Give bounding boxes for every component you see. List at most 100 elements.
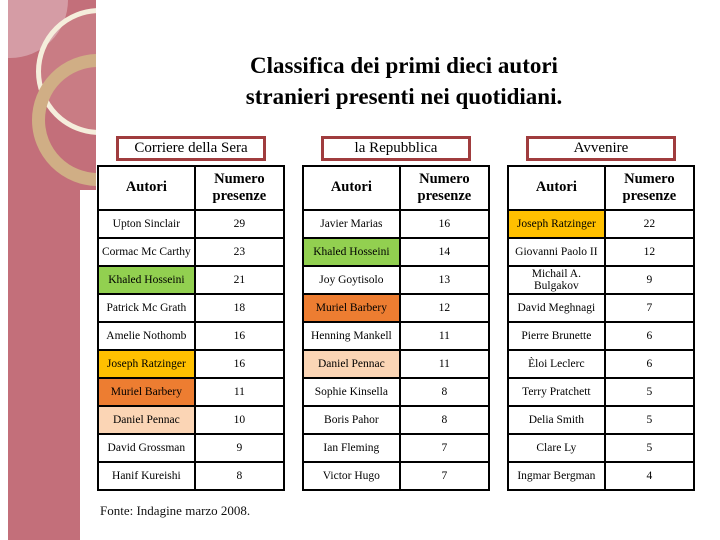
presenze-cell: 10	[193, 405, 286, 435]
author-cell: Joseph Ratzinger	[507, 209, 606, 239]
table-row: Pierre Brunette 6	[507, 321, 696, 351]
author-cell: Victor Hugo	[302, 461, 401, 491]
presenze-cell: 4	[603, 461, 696, 491]
author-cell: Clare Ly	[507, 433, 606, 463]
presenze-cell: 11	[398, 349, 491, 379]
presenze-cell: 6	[603, 349, 696, 379]
author-cell: Upton Sinclair	[97, 209, 196, 239]
author-cell: Michail A. Bulgakov	[507, 265, 606, 295]
presenze-cell: 14	[398, 237, 491, 267]
slide-title: Classifica dei primi dieci autori strani…	[96, 50, 712, 112]
author-cell: Terry Pratchett	[507, 377, 606, 407]
author-cell: Amelie Nothomb	[97, 321, 196, 351]
presenze-cell: 29	[193, 209, 286, 239]
table-row: Ingmar Bergman 4	[507, 461, 696, 491]
table-row: Daniel Pennac 10	[97, 405, 286, 435]
newspaper-label-corriere: Corriere della Sera	[116, 136, 266, 161]
table-row: Delia Smith 5	[507, 405, 696, 435]
presenze-cell: 9	[193, 433, 286, 463]
author-cell: Muriel Barbery	[302, 293, 401, 323]
author-cell: Sophie Kinsella	[302, 377, 401, 407]
presenze-column-header: Numero presenze	[193, 165, 286, 211]
author-cell: Èloi Leclerc	[507, 349, 606, 379]
table-row: Giovanni Paolo II 12	[507, 237, 696, 267]
presenze-cell: 23	[193, 237, 286, 267]
presenze-cell: 11	[193, 377, 286, 407]
authors-column-header: Autori	[507, 165, 606, 211]
author-cell: Khaled Hosseini	[97, 265, 196, 295]
table-row: Sophie Kinsella 8	[302, 377, 491, 407]
table-row: Amelie Nothomb 16	[97, 321, 286, 351]
table-row: Khaled Hosseini 14	[302, 237, 491, 267]
author-cell: Boris Pahor	[302, 405, 401, 435]
slide-title-line2: stranieri presenti nei quotidiani.	[245, 84, 563, 110]
table-row: Clare Ly 5	[507, 433, 696, 463]
table-group-avvenire: Avvenire Autori Numero presenze Joseph R…	[507, 136, 696, 491]
ranking-table-repubblica: Autori Numero presenze Javier Marias 16 K…	[302, 165, 491, 491]
author-cell: Joseph Ratzinger	[97, 349, 196, 379]
table-row: Ian Fleming 7	[302, 433, 491, 463]
table-header-row: Autori Numero presenze	[97, 165, 286, 211]
table-row: David Meghnagi 7	[507, 293, 696, 323]
author-cell: Daniel Pennac	[302, 349, 401, 379]
presenze-cell: 8	[398, 377, 491, 407]
table-group-corriere: Corriere della Sera Autori Numero presen…	[97, 136, 286, 491]
table-row: David Grossman 9	[97, 433, 286, 463]
author-cell: Cormac Mc Carthy	[97, 237, 196, 267]
table-row: Èloi Leclerc 6	[507, 349, 696, 379]
author-cell: Pierre Brunette	[507, 321, 606, 351]
table-row: Upton Sinclair 29	[97, 209, 286, 239]
presenze-column-header: Numero presenze	[398, 165, 491, 211]
presenze-cell: 21	[193, 265, 286, 295]
sidebar-decoration-block	[8, 0, 96, 190]
table-row: Boris Pahor 8	[302, 405, 491, 435]
table-row: Daniel Pennac 11	[302, 349, 491, 379]
author-cell: Joy Goytisolo	[302, 265, 401, 295]
newspaper-label-avvenire: Avvenire	[526, 136, 676, 161]
presenze-cell: 9	[603, 265, 696, 295]
table-row: Hanif Kureishi 8	[97, 461, 286, 491]
author-cell: Khaled Hosseini	[302, 237, 401, 267]
table-row: Michail A. Bulgakov 9	[507, 265, 696, 295]
author-cell: Muriel Barbery	[97, 377, 196, 407]
table-row: Cormac Mc Carthy 23	[97, 237, 286, 267]
table-row: Joseph Ratzinger 22	[507, 209, 696, 239]
slide-title-line1: Classifica dei primi dieci autori	[250, 53, 558, 78]
table-row: Henning Mankell 11	[302, 321, 491, 351]
table-row: Victor Hugo 7	[302, 461, 491, 491]
presenze-cell: 5	[603, 377, 696, 407]
author-cell: Ingmar Bergman	[507, 461, 606, 491]
presenze-cell: 8	[398, 405, 491, 435]
author-cell: Ian Fleming	[302, 433, 401, 463]
author-cell: David Grossman	[97, 433, 196, 463]
author-cell: Patrick Mc Grath	[97, 293, 196, 323]
author-cell: Hanif Kureishi	[97, 461, 196, 491]
presenze-cell: 16	[193, 321, 286, 351]
table-row: Javier Marias 16	[302, 209, 491, 239]
author-cell: Javier Marias	[302, 209, 401, 239]
newspaper-label-repubblica: la Repubblica	[321, 136, 471, 161]
authors-column-header: Autori	[97, 165, 196, 211]
table-row: Joseph Ratzinger 16	[97, 349, 286, 379]
presenze-cell: 5	[603, 433, 696, 463]
presenze-cell: 8	[193, 461, 286, 491]
ranking-table-avvenire: Autori Numero presenze Joseph Ratzinger 2…	[507, 165, 696, 491]
table-group-repubblica: la Repubblica Autori Numero presenze Jav…	[302, 136, 491, 491]
presenze-cell: 11	[398, 321, 491, 351]
table-header-row: Autori Numero presenze	[302, 165, 491, 211]
presenze-cell: 18	[193, 293, 286, 323]
presenze-cell: 16	[398, 209, 491, 239]
authors-column-header: Autori	[302, 165, 401, 211]
source-note: Fonte: Indagine marzo 2008.	[100, 503, 251, 518]
table-row: Joy Goytisolo 13	[302, 265, 491, 295]
presenze-cell: 12	[398, 293, 491, 323]
author-cell: Delia Smith	[507, 405, 606, 435]
author-cell: Henning Mankell	[302, 321, 401, 351]
presenze-column-header: Numero presenze	[603, 165, 696, 211]
table-row: Terry Pratchett 5	[507, 377, 696, 407]
table-row: Muriel Barbery 11	[97, 377, 286, 407]
presenze-cell: 7	[603, 293, 696, 323]
presenze-cell: 13	[398, 265, 491, 295]
author-cell: Daniel Pennac	[97, 405, 196, 435]
